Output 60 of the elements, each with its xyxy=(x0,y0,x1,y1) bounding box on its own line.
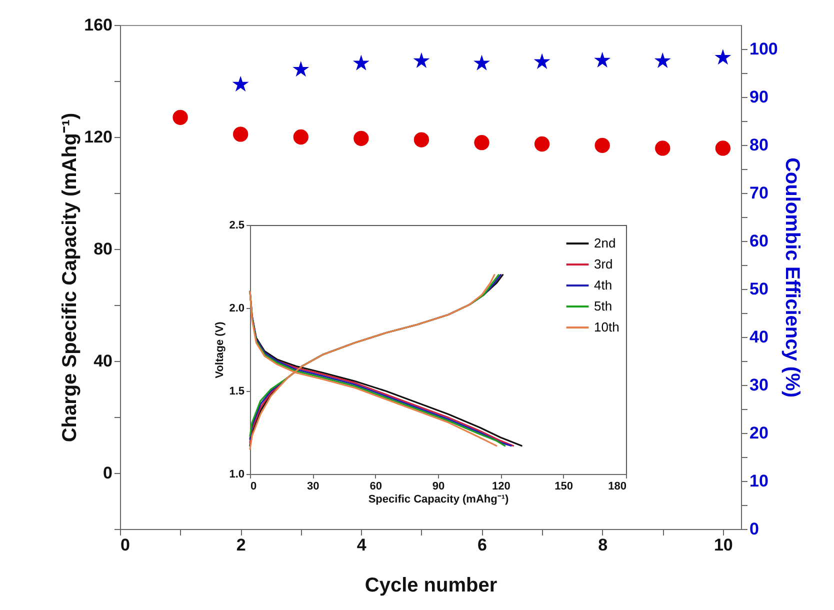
point xyxy=(715,140,730,156)
y2-tick-label: 20 xyxy=(750,424,768,442)
x-tick-label: 6 xyxy=(478,536,487,554)
point xyxy=(534,53,550,69)
y2-tick-label: 80 xyxy=(750,136,768,154)
y2-tick-label: 60 xyxy=(750,232,768,250)
point xyxy=(293,129,308,145)
y2-tick-label: 40 xyxy=(750,328,768,346)
point xyxy=(232,76,249,92)
point xyxy=(654,52,671,68)
point xyxy=(354,130,369,146)
point xyxy=(474,54,490,70)
y-axis-title: Voltage (V) xyxy=(214,321,226,378)
x-tick-label: 90 xyxy=(432,480,445,492)
point xyxy=(352,54,370,70)
point xyxy=(292,60,310,77)
y-tick-label: 2.0 xyxy=(229,302,244,314)
y-tick-label: 80 xyxy=(94,240,112,258)
y2-tick-label: 30 xyxy=(750,376,768,394)
x-tick-label: 2 xyxy=(236,536,246,554)
y-tick-label: 120 xyxy=(84,128,112,146)
x-tick-label: 150 xyxy=(554,480,574,492)
y2-tick-label: 70 xyxy=(750,184,768,202)
y2-tick-label: 100 xyxy=(750,40,778,58)
legend-label: 10th xyxy=(594,320,620,334)
point xyxy=(534,136,550,152)
y-tick-label: 160 xyxy=(84,16,112,34)
point xyxy=(594,52,611,68)
legend-label: 2nd xyxy=(594,236,616,250)
x-tick-label: 8 xyxy=(598,536,608,554)
y2-tick-label: 90 xyxy=(750,88,768,106)
y-tick-label: 1.0 xyxy=(229,468,244,480)
x-axis-title: Cycle number xyxy=(364,574,498,596)
y2-axis-title: Coulombic Efficiency (%) xyxy=(780,157,803,398)
x-tick-label: 4 xyxy=(356,536,367,554)
y2-tick-label: 0 xyxy=(750,520,759,538)
y-axis-title: Charge Specific Capacity (mAhg⁻¹) xyxy=(59,112,82,442)
point xyxy=(655,140,670,156)
y-tick-label: 40 xyxy=(94,352,112,370)
x-tick-label: 0 xyxy=(250,480,257,492)
point xyxy=(594,138,610,153)
legend-label: 3rd xyxy=(594,256,613,272)
legend-label: 5th xyxy=(594,298,612,314)
x-tick-label: 0 xyxy=(120,536,130,554)
x-tick-label: 30 xyxy=(307,480,320,492)
x-tick-label: 10 xyxy=(714,536,733,554)
x-tick-label: 120 xyxy=(492,480,510,492)
point xyxy=(233,126,248,142)
y-tick-label: 2.5 xyxy=(229,220,244,232)
x-axis-title: Specific Capacity (mAhg⁻¹) xyxy=(368,494,509,506)
point xyxy=(474,135,490,150)
x-tick-label: 180 xyxy=(608,480,626,492)
y2-tick-label: 50 xyxy=(750,280,768,298)
point xyxy=(414,132,430,148)
y-tick-label: 1.5 xyxy=(229,386,244,398)
point xyxy=(714,48,732,65)
point xyxy=(413,52,430,68)
x-tick-label: 60 xyxy=(370,480,382,492)
point xyxy=(172,110,188,125)
legend-label: 4th xyxy=(594,278,612,292)
